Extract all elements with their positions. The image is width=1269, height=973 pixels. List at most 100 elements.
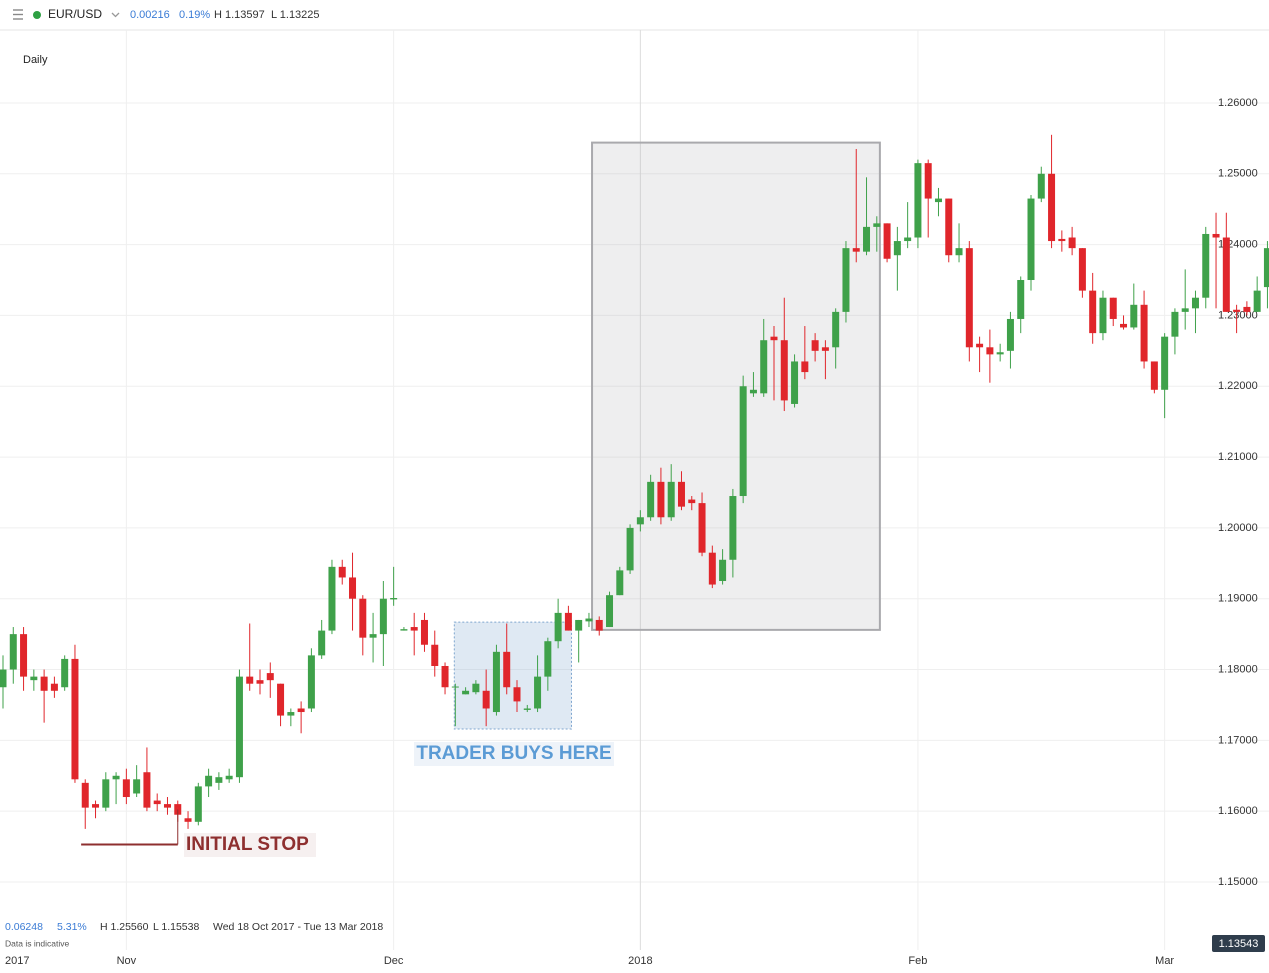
candle-body xyxy=(1130,304,1138,328)
candle-body xyxy=(1233,309,1241,312)
candle-body xyxy=(492,651,500,713)
candle-body xyxy=(1202,233,1210,298)
candle-body xyxy=(1068,237,1076,249)
candle-body xyxy=(194,786,202,822)
day-high: H 1.13597 xyxy=(214,9,265,21)
candle-body xyxy=(287,712,295,716)
candle-body xyxy=(92,804,100,808)
candle-body xyxy=(780,340,788,401)
annotation: INITIAL STOP xyxy=(186,834,309,855)
candle-body xyxy=(523,708,531,710)
candle-body xyxy=(1058,238,1066,242)
interval[interactable]: Daily xyxy=(23,54,48,66)
candle-body xyxy=(451,686,459,688)
candle-body xyxy=(1017,280,1025,319)
y-tick-label: 1.15000 xyxy=(1218,876,1258,888)
candle-body xyxy=(50,683,58,691)
last-price: 1.13543 xyxy=(1219,938,1259,950)
candle-body xyxy=(534,676,542,709)
candle-body xyxy=(1263,248,1269,288)
candle-body xyxy=(564,612,572,631)
candle-body xyxy=(30,676,38,681)
menu-icon[interactable] xyxy=(13,9,23,20)
candle-body xyxy=(349,577,357,599)
day-low: L 1.13225 xyxy=(271,9,320,21)
x-tick-label: Dec xyxy=(384,955,404,967)
y-tick-label: 1.16000 xyxy=(1218,805,1258,817)
candle-body xyxy=(986,347,994,355)
candle-body xyxy=(133,779,141,794)
candle-body xyxy=(1109,297,1117,319)
candle-body xyxy=(585,618,593,622)
candle-body xyxy=(307,655,315,709)
candle-body xyxy=(1243,306,1251,312)
x-tick-label: 2018 xyxy=(628,955,652,967)
y-tick-label: 1.20000 xyxy=(1218,522,1258,534)
candle-body xyxy=(677,481,685,507)
candle-body xyxy=(205,775,213,787)
candle-body xyxy=(1140,304,1148,362)
candle-body xyxy=(749,389,757,394)
candle-body xyxy=(1253,290,1261,312)
candle-body xyxy=(61,658,69,688)
x-tick-label: 2017 xyxy=(5,955,29,967)
plot: 1.15000 1.16000 1.17000 1.18000 1.19000 1.200… xyxy=(0,30,1269,967)
y-tick-label: 1.18000 xyxy=(1218,663,1258,675)
candle-body xyxy=(1222,237,1230,312)
candle-body xyxy=(81,782,89,808)
candle-body xyxy=(297,708,305,713)
candle-body xyxy=(934,198,942,203)
candle-body xyxy=(996,352,1004,355)
candle-body xyxy=(945,198,953,256)
candle-body xyxy=(1048,173,1056,242)
candle-body xyxy=(122,779,130,798)
candle-body xyxy=(40,676,48,691)
candle-body xyxy=(153,800,161,805)
candle-body xyxy=(9,634,17,670)
candle-body xyxy=(1161,336,1169,390)
candle-body xyxy=(544,641,552,677)
candle-body xyxy=(420,619,428,645)
range-low: L 1.15538 xyxy=(153,921,199,933)
candle-body xyxy=(174,804,182,815)
candle-body xyxy=(791,361,799,404)
annotation: TRADER BUYS HERE xyxy=(416,743,611,764)
symbol[interactable]: EUR/USD xyxy=(48,7,102,21)
change: 0.00216 xyxy=(130,9,170,21)
candle-body xyxy=(575,619,583,631)
candle-body xyxy=(821,347,829,351)
candle-body xyxy=(873,223,881,227)
candle-body xyxy=(369,634,377,638)
chevron[interactable] xyxy=(111,12,120,18)
candle-body xyxy=(71,658,79,780)
y-tick-label: 1.22000 xyxy=(1218,380,1258,392)
candle-body xyxy=(184,818,192,822)
candle-body xyxy=(832,311,840,348)
x-tick-label: Nov xyxy=(117,955,137,967)
last-price-tag xyxy=(1212,935,1265,952)
candle-body xyxy=(729,496,737,560)
candle-body xyxy=(914,163,922,238)
range-change: 0.06248 xyxy=(5,921,43,933)
candle-body xyxy=(595,619,603,631)
candle-body xyxy=(20,634,28,677)
candle-body xyxy=(719,559,727,582)
candle-body xyxy=(965,248,973,348)
candle-body xyxy=(739,386,747,497)
candle-body xyxy=(441,665,449,688)
candle-body xyxy=(1099,297,1107,334)
candle-body xyxy=(893,241,901,256)
annotation-bg xyxy=(184,833,316,857)
candle-body xyxy=(852,248,860,252)
candle-body xyxy=(708,552,716,585)
candle-body xyxy=(0,669,7,688)
candle-body xyxy=(667,481,675,518)
candle-body xyxy=(1150,361,1158,390)
candle-body xyxy=(811,340,819,351)
candle-body xyxy=(513,687,521,702)
candle-body xyxy=(626,527,634,571)
candle-body xyxy=(1191,297,1199,309)
note: Data is indicative xyxy=(5,938,70,948)
y-tick-label: 1.25000 xyxy=(1218,168,1258,180)
